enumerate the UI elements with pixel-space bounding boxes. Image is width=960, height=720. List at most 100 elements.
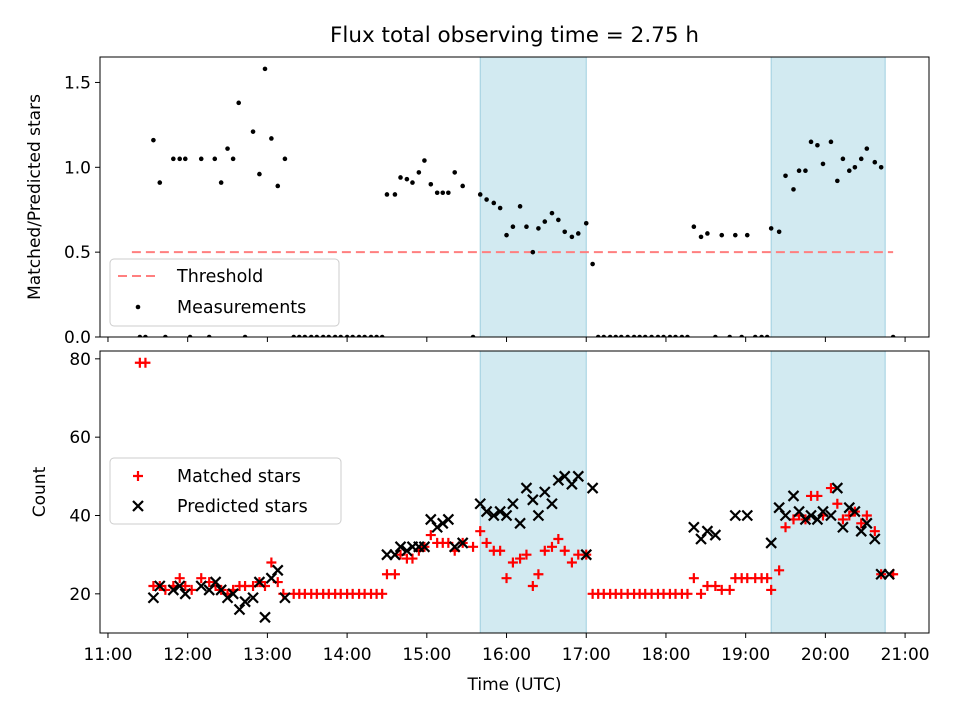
measurement-point: [452, 170, 458, 175]
measurement-point: [404, 176, 410, 182]
matched-star-point: [861, 510, 872, 521]
x-tick-label: 11:00: [83, 645, 132, 665]
measurement-point: [416, 170, 422, 175]
matched-star-point: [837, 514, 848, 525]
measurement-point: [890, 334, 896, 337]
measurement-point: [143, 334, 148, 337]
measurement-point: [752, 334, 758, 337]
x-tick-label: 19:00: [721, 645, 770, 665]
bottom-legend: Matched stars Predicted stars: [109, 457, 342, 525]
top-shaded-regions: [479, 57, 886, 337]
measurement-point: [302, 334, 308, 337]
predicted-star-point: [546, 497, 558, 510]
y-tick-label: 1.5: [64, 73, 91, 93]
measurement-point: [542, 219, 548, 224]
measurement-point: [872, 159, 878, 165]
predicted-star-point: [394, 541, 407, 553]
y-tick-label: 1.0: [64, 158, 91, 178]
chart-title: Flux total observing time = 2.75 h: [330, 23, 699, 48]
matched-star-point: [515, 553, 526, 564]
matched-star-point: [521, 549, 532, 560]
measurement-point: [392, 192, 398, 197]
measurement-point: [562, 229, 568, 235]
measurement-point: [497, 205, 503, 211]
measurement-point: [691, 224, 697, 229]
measurement-point: [601, 334, 607, 337]
matched-star-point: [527, 581, 538, 591]
measurement-point: [649, 334, 654, 337]
legend-matched-label: Matched stars: [177, 467, 301, 487]
measurement-point: [575, 231, 581, 236]
measurement-point: [719, 232, 725, 238]
measurement-point: [569, 234, 575, 240]
measurement-point: [269, 136, 274, 141]
matched-star-point: [766, 584, 777, 595]
legend-predicted-swatch: [132, 500, 144, 512]
matched-star-point: [546, 541, 557, 552]
measurement-point: [815, 142, 820, 148]
measurement-point: [727, 334, 733, 337]
measurement-point: [808, 139, 814, 145]
measurement-point: [362, 334, 367, 337]
matched-star-point: [710, 581, 721, 591]
predicted-stars-layer: [147, 470, 895, 624]
measurement-point: [667, 334, 673, 337]
measurement-point: [262, 66, 268, 72]
y-tick-label: 40: [69, 507, 91, 527]
matched-star-point: [762, 573, 773, 584]
top-y-axis-label: Matched/Predicted stars: [25, 94, 45, 300]
measurement-point: [637, 334, 642, 337]
measurement-point: [187, 334, 193, 337]
top-legend: Threshold Measurements: [109, 258, 340, 327]
top-y-axis-ticks: 0.0 0.5 1.0 1.5: [64, 73, 100, 348]
predicted-star-point: [709, 529, 722, 541]
measurement-point: [673, 334, 678, 337]
predicted-star-point: [539, 486, 551, 498]
measurement-point: [460, 183, 465, 189]
measurement-point: [446, 190, 451, 196]
measurement-point: [878, 165, 884, 170]
predicted-star-point: [259, 611, 271, 624]
measurement-point: [607, 334, 613, 337]
matched-star-point: [389, 569, 400, 580]
matched-star-point: [481, 537, 492, 548]
predicted-star-point: [500, 509, 513, 522]
top-legend-box: [109, 258, 340, 327]
predicted-star-point: [221, 591, 234, 604]
measurement-point: [858, 156, 864, 162]
matched-star-point: [559, 545, 570, 556]
measurement-point: [379, 334, 385, 337]
measurement-point: [713, 334, 718, 337]
measurement-point: [530, 249, 536, 255]
measurement-point: [625, 334, 630, 337]
legend-measurements-label: Measurements: [177, 298, 306, 318]
measurement-point: [803, 168, 808, 173]
measurement-point: [549, 210, 555, 216]
matched-star-point: [495, 545, 506, 556]
y-tick-label: 20: [69, 585, 91, 605]
measurement-point: [828, 139, 834, 145]
measurement-point: [410, 180, 415, 185]
measurement-point: [733, 232, 738, 238]
y-tick-label: 80: [69, 350, 91, 370]
measurement-point: [776, 229, 782, 235]
measurement-point: [524, 224, 529, 229]
predicted-star-point: [837, 521, 849, 534]
measurement-point: [326, 334, 332, 337]
predicted-star-point: [843, 501, 856, 514]
legend-predicted-label: Predicted stars: [177, 497, 308, 517]
measurement-point: [308, 334, 314, 337]
x-tick-label: 18:00: [641, 645, 690, 665]
measurement-point: [257, 171, 262, 177]
predicted-star-point: [817, 505, 829, 518]
predicted-star-point: [831, 482, 844, 494]
x-tick-label: 13:00: [243, 645, 292, 665]
measurement-point: [852, 165, 858, 170]
shaded-region: [479, 57, 587, 337]
matched-star-point: [553, 534, 564, 544]
measurement-point: [679, 334, 685, 337]
measurement-point: [332, 334, 338, 337]
matched-star-point: [774, 565, 785, 576]
measurement-point: [314, 334, 320, 337]
matched-star-point: [266, 557, 277, 568]
